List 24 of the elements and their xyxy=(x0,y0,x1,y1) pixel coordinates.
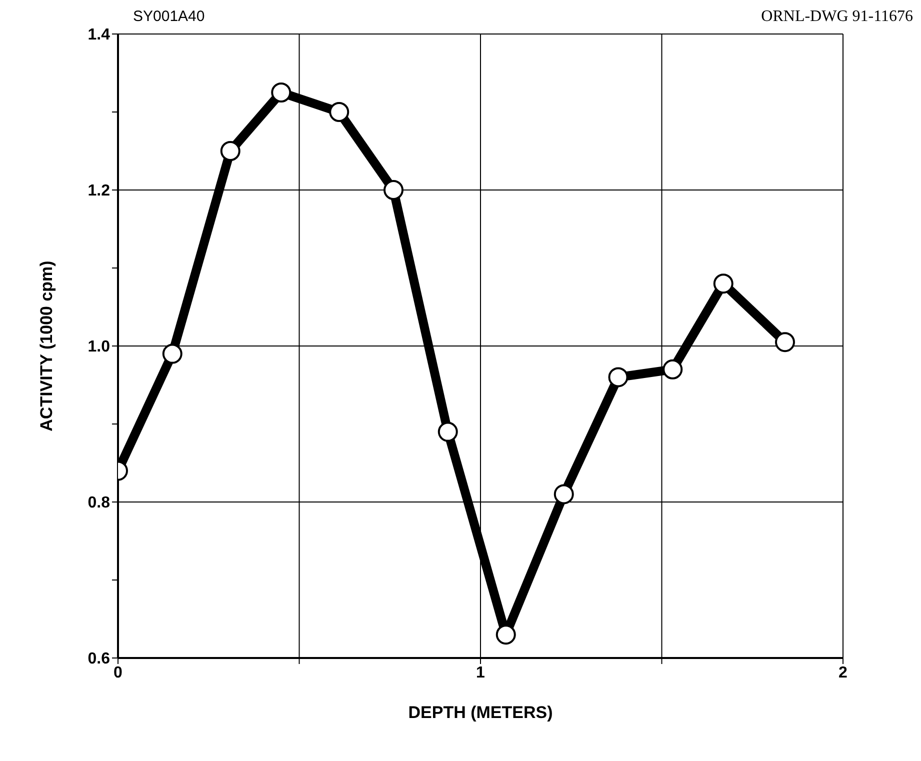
point xyxy=(713,274,734,294)
text: SY001A40 xyxy=(133,8,205,25)
x-axis-title: DEPTH (METERS) xyxy=(408,703,553,722)
y-tick-label: 0.6 xyxy=(88,650,110,668)
point xyxy=(220,141,240,161)
y-tick-label: 0.8 xyxy=(88,494,110,512)
point xyxy=(384,180,404,200)
point xyxy=(162,344,182,364)
x-tick-label: 0 xyxy=(114,664,123,682)
y-tick-label: 1.4 xyxy=(88,26,110,44)
y-tick-label: 1.2 xyxy=(88,182,110,200)
point xyxy=(554,484,574,504)
text: ORNL-DWG 91-11676 xyxy=(761,8,913,26)
x-tick-label: 2 xyxy=(838,664,848,682)
point xyxy=(775,332,795,352)
point xyxy=(438,422,458,442)
y-axis-title: ACTIVITY (1000 cpm) xyxy=(37,260,56,432)
x-tick-label: 1 xyxy=(476,664,486,682)
y-tick-label: 1.0 xyxy=(88,338,110,356)
point xyxy=(271,82,292,102)
point xyxy=(496,624,516,645)
point xyxy=(329,102,350,122)
point xyxy=(662,359,683,380)
point xyxy=(608,367,628,388)
